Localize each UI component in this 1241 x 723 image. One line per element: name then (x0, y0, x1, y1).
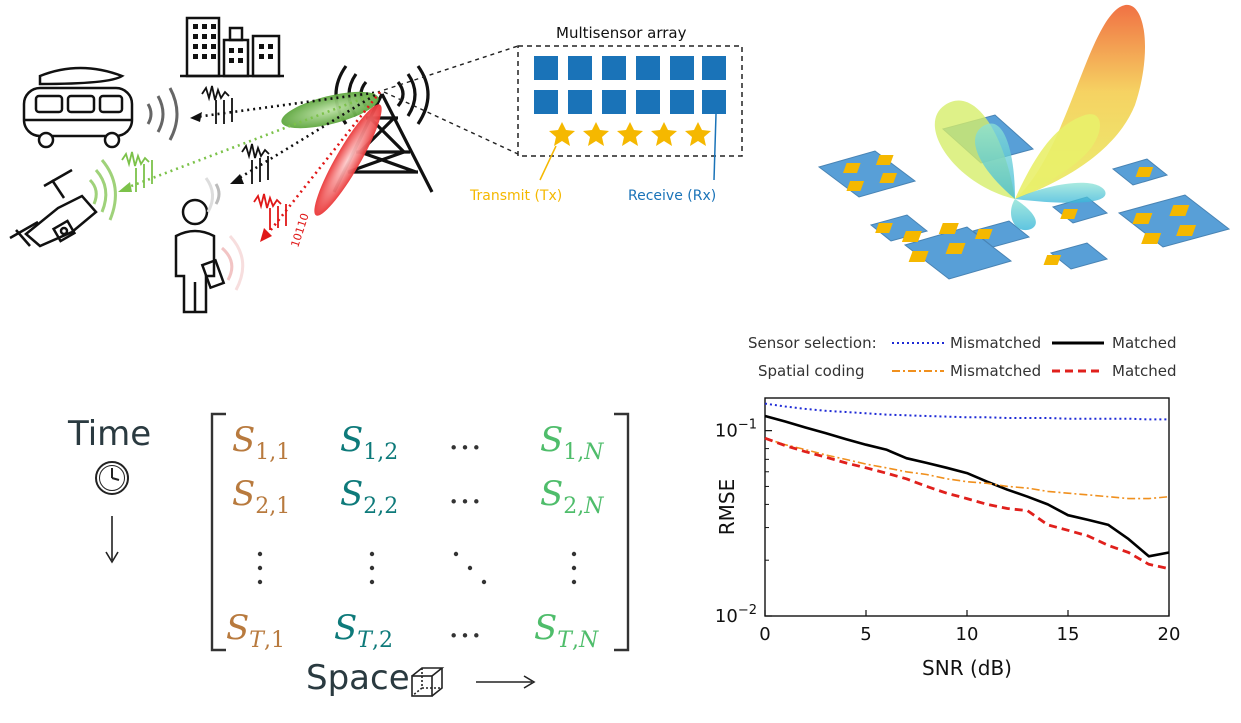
matrix-bracket-right (614, 412, 630, 652)
matrix-bracket-left (210, 412, 226, 652)
zoom-lines (383, 45, 519, 155)
legend-spatial-coding-label: Spatial coding (758, 362, 865, 380)
y-tick-label: 10−2 (715, 603, 757, 627)
city-buildings-icon (180, 16, 284, 78)
series-line-spatial-coding-matched (764, 436, 1170, 571)
x-tick-label: 20 (1158, 624, 1181, 645)
tx-star-row (549, 122, 711, 146)
legend-coding-mismatched-label: Mismatched (950, 362, 1042, 380)
rx-sensor-grid (534, 56, 726, 114)
red-beam-lobe (314, 104, 382, 216)
matrix-cell-t-n: ST,N (534, 608, 599, 653)
series-line-spatial-coding-mismatched (764, 437, 1170, 500)
space-arrow (476, 675, 536, 689)
matrix-dots-2: … (448, 472, 482, 512)
x-tick-label: 5 (860, 624, 871, 645)
y-axis-label: RMSE (715, 479, 739, 535)
drone-icon (9, 168, 98, 248)
matrix-cell-2-1: S2,1 (232, 474, 291, 519)
matrix-dots-1: … (448, 418, 482, 458)
bit-sequence-label: 10110 (288, 212, 311, 249)
array-box (517, 45, 743, 157)
x-tick-label: 10 (956, 624, 979, 645)
matrix-vdots-row (257, 551, 577, 585)
legend-sensor-matched-label: Matched (1112, 334, 1177, 352)
legend-coding-matched-swatch (1052, 369, 1104, 373)
drone-radio-waves (88, 159, 117, 221)
van-radio-waves (146, 87, 179, 141)
y-tick-label: 10−1 (715, 418, 757, 442)
matrix-cell-1-n: S1,N (540, 420, 604, 465)
tx-pointer (539, 145, 557, 181)
legend-coding-matched-label: Matched (1112, 362, 1177, 380)
legend-coding-mismatched-swatch (892, 370, 944, 372)
matrix-cell-2-n: S2,N (540, 474, 604, 519)
space-label: Space (306, 658, 410, 698)
time-arrow (105, 516, 119, 564)
legend-sensor-matched-swatch (1052, 341, 1104, 345)
waveform-glyphs (121, 85, 287, 230)
x-tick-label: 0 (759, 624, 770, 645)
transmit-label: Transmit (Tx) (469, 188, 562, 204)
matrix-cell-1-1: S1,1 (232, 420, 291, 465)
x-tick-label: 15 (1057, 624, 1080, 645)
plot-frame (764, 397, 1170, 617)
matrix-dots-t: … (448, 606, 482, 646)
array-title: Multisensor array (556, 24, 687, 42)
legend-sensor-selection-label: Sensor selection: (748, 334, 877, 352)
rx-pointer (713, 113, 717, 181)
legend-sensor-mismatched-label: Mismatched (950, 334, 1042, 352)
van-icon (22, 66, 134, 149)
time-label: Time (68, 414, 152, 454)
receive-label: Receive (Rx) (628, 188, 716, 204)
signal-paths (125, 90, 382, 237)
x-axis-label: SNR (dB) (922, 656, 1012, 680)
beam-pattern-3d (817, 4, 1231, 280)
person-radio-waves (204, 177, 245, 291)
person-icon (174, 198, 226, 314)
series-line-sensor-selection-matched (764, 414, 1170, 558)
series-line-sensor-selection-mismatched (764, 402, 1169, 421)
rmse-chart: 0 5 10 15 20 10−1 10−2 SNR (dB) RMSE (715, 397, 1181, 680)
clock-icon (95, 461, 129, 495)
arrowheads (118, 112, 272, 242)
legend-sensor-mismatched-swatch (892, 342, 944, 344)
cube-icon (411, 667, 445, 697)
sensing-scene: Multisensor array Transmit (Tx) Receive … (9, 4, 1231, 314)
matrix-cell-t-1: ST,1 (226, 608, 285, 653)
matrix-cell-t-2: ST,2 (334, 608, 393, 653)
matrix-cell-1-2: S1,2 (340, 420, 399, 465)
matrix-cell-2-2: S2,2 (340, 474, 399, 519)
